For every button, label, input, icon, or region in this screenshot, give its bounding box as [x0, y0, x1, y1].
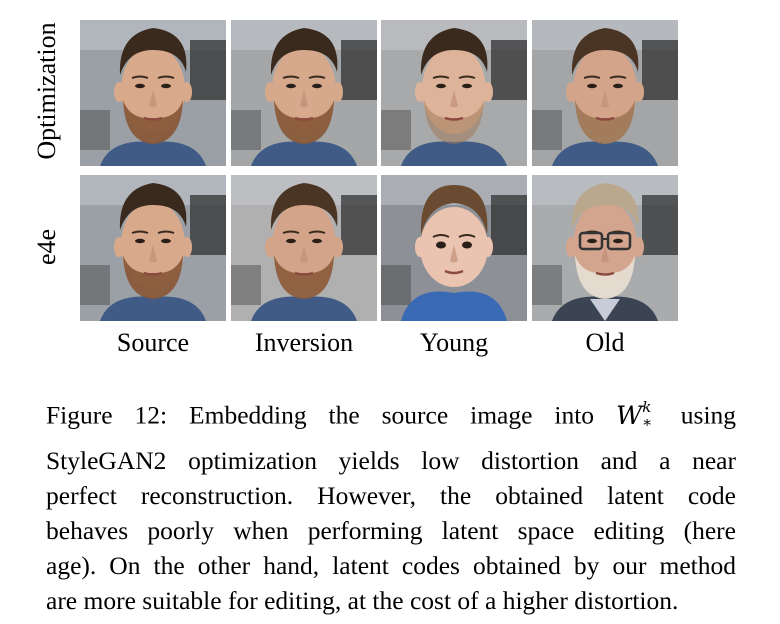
column-label-inversion: Inversion	[254, 328, 354, 357]
face-image-optimization-old	[532, 20, 678, 166]
column-label-young: Young	[419, 328, 489, 357]
column-label-source: Source	[116, 328, 190, 357]
column-label-old: Old	[585, 328, 625, 357]
caption-line-4: behaves poorly when performing latent sp…	[46, 515, 736, 545]
face-image-e4e-old	[532, 175, 678, 321]
face-image-optimization-source	[80, 20, 226, 166]
face-image-optimization-young	[381, 20, 527, 166]
math-w-star-k: Wk*	[616, 398, 652, 434]
caption-line-1: Figure 12: Embedding the source image in…	[46, 398, 737, 434]
caption-line-2: StyleGAN2 optimization yields low distor…	[46, 445, 736, 475]
face-image-e4e-young	[381, 175, 527, 321]
caption-line-6: are more suitable for editing, at the co…	[46, 585, 679, 615]
figure-caption: Figure 12: Embedding the source image in…	[46, 392, 736, 618]
caption-line-3: perfect reconstruction. However, the obt…	[46, 480, 736, 510]
face-image-e4e-source	[80, 175, 226, 321]
face-image-optimization-inversion	[231, 20, 377, 166]
caption-line-5: age). On the other hand, latent codes ob…	[46, 550, 736, 580]
face-image-e4e-inversion	[231, 175, 377, 321]
row-label-optimization: Optimization	[32, 22, 61, 160]
row-label-e4e: e4e	[32, 228, 61, 266]
